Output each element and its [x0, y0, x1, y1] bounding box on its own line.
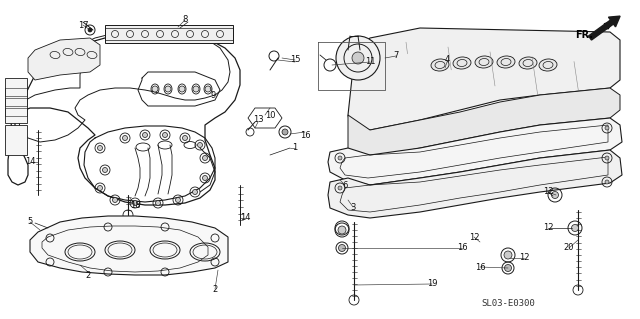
Text: 11: 11 — [365, 57, 375, 66]
Text: 20: 20 — [564, 243, 574, 253]
Ellipse shape — [519, 57, 537, 69]
Text: 9: 9 — [211, 91, 216, 100]
Text: FR.: FR. — [575, 30, 593, 40]
Circle shape — [163, 132, 168, 137]
Circle shape — [165, 86, 171, 92]
Polygon shape — [348, 28, 620, 130]
Polygon shape — [28, 38, 100, 80]
Polygon shape — [328, 150, 622, 218]
Circle shape — [504, 251, 512, 259]
Text: 1: 1 — [292, 144, 298, 152]
Bar — [5, 88, 27, 96]
Circle shape — [182, 136, 188, 140]
Text: 5: 5 — [28, 218, 33, 226]
Text: 16: 16 — [475, 263, 485, 271]
Circle shape — [338, 186, 342, 190]
FancyArrow shape — [589, 16, 620, 40]
Circle shape — [97, 145, 102, 151]
Text: 10: 10 — [265, 110, 275, 120]
Circle shape — [352, 52, 364, 64]
Text: 18: 18 — [130, 201, 140, 210]
Circle shape — [202, 155, 207, 160]
Bar — [5, 108, 27, 116]
Ellipse shape — [475, 56, 493, 68]
Ellipse shape — [453, 57, 471, 69]
Text: 12: 12 — [543, 224, 553, 233]
Ellipse shape — [539, 59, 557, 71]
Circle shape — [97, 186, 102, 190]
Circle shape — [605, 180, 609, 184]
Circle shape — [338, 226, 346, 234]
Text: 2: 2 — [212, 285, 218, 293]
Circle shape — [339, 244, 346, 251]
Bar — [105, 28, 233, 40]
Text: 12: 12 — [519, 254, 529, 263]
Text: 6: 6 — [342, 181, 348, 189]
Text: 14: 14 — [240, 213, 250, 222]
Circle shape — [282, 129, 288, 135]
Text: 14: 14 — [25, 158, 35, 167]
Bar — [5, 125, 27, 155]
Circle shape — [338, 156, 342, 160]
Polygon shape — [30, 216, 228, 275]
Text: 16: 16 — [300, 130, 310, 139]
Circle shape — [156, 201, 161, 205]
Circle shape — [132, 201, 138, 205]
Text: SL03-E0300: SL03-E0300 — [481, 300, 535, 308]
Text: 13: 13 — [253, 115, 263, 124]
Circle shape — [336, 36, 380, 80]
Circle shape — [102, 167, 108, 173]
Circle shape — [193, 86, 199, 92]
Circle shape — [179, 86, 185, 92]
Text: 2: 2 — [85, 271, 91, 279]
Polygon shape — [328, 118, 622, 185]
Bar — [5, 78, 27, 123]
Circle shape — [202, 175, 207, 181]
Text: 4: 4 — [444, 56, 450, 64]
Circle shape — [152, 86, 158, 92]
Text: 16: 16 — [457, 243, 467, 253]
Circle shape — [193, 189, 198, 195]
Text: 8: 8 — [182, 16, 188, 25]
Circle shape — [605, 156, 609, 160]
Bar — [5, 98, 27, 106]
Text: 15: 15 — [290, 56, 300, 64]
Circle shape — [605, 126, 609, 130]
Text: 17: 17 — [77, 20, 88, 29]
Text: 3: 3 — [350, 203, 356, 211]
Circle shape — [122, 136, 127, 140]
Circle shape — [88, 28, 92, 32]
Circle shape — [552, 191, 559, 198]
Circle shape — [504, 264, 511, 271]
Ellipse shape — [431, 59, 449, 71]
Text: 12: 12 — [543, 188, 553, 197]
Text: 12: 12 — [468, 233, 479, 241]
Circle shape — [113, 197, 118, 203]
Polygon shape — [348, 88, 620, 158]
Circle shape — [175, 197, 180, 203]
Circle shape — [205, 86, 211, 92]
Text: 7: 7 — [394, 51, 399, 61]
Circle shape — [198, 143, 202, 147]
Bar — [105, 25, 233, 43]
Text: 19: 19 — [427, 279, 437, 288]
Circle shape — [143, 132, 147, 137]
Circle shape — [572, 225, 579, 232]
Ellipse shape — [497, 56, 515, 68]
